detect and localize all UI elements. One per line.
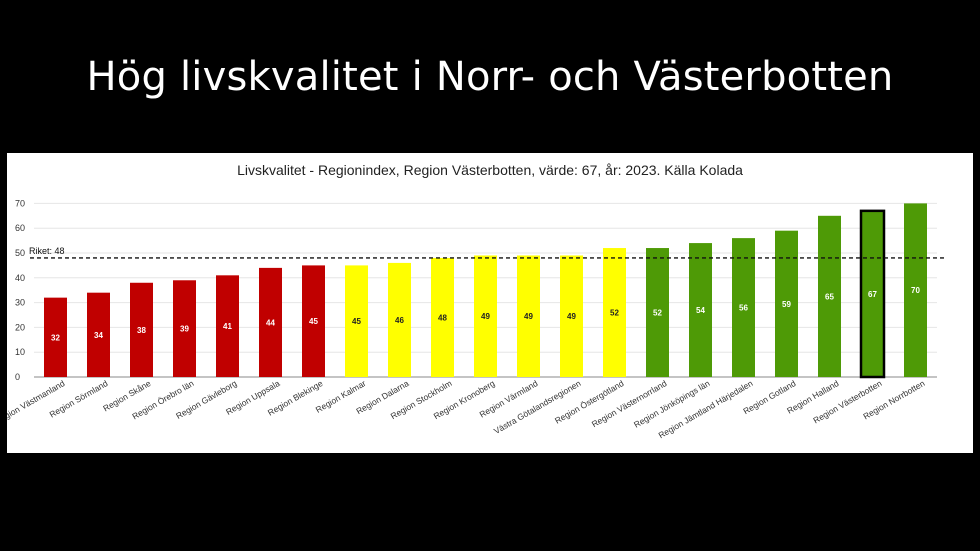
bar	[130, 282, 153, 377]
bar	[517, 255, 540, 377]
bar	[44, 297, 67, 377]
bar-value-label: 46	[395, 316, 404, 325]
bar-value-label: 41	[223, 322, 232, 331]
bar	[859, 209, 886, 379]
bars: 32 34 38 39 41 44 45 45 46 48 49 49 49 52 52 54 56 59 65 67…	[44, 203, 927, 379]
bar-value-label: 65	[825, 292, 834, 301]
bar-value-label: 49	[524, 312, 533, 321]
bar	[87, 292, 110, 377]
bar-value-label: 56	[739, 304, 748, 313]
chart-title: Livskvalitet - Regionindex, Region Väste…	[237, 162, 743, 178]
bar	[646, 248, 669, 377]
y-tick-label: 0	[15, 372, 20, 382]
bar-chart: Livskvalitet - Regionindex, Region Väste…	[7, 162, 947, 440]
bar-value-label: 49	[481, 312, 490, 321]
y-tick-label: 50	[15, 248, 25, 258]
y-tick-label: 40	[15, 273, 25, 283]
y-tick-label: 70	[15, 198, 25, 208]
slide-title: Hög livskvalitet i Norr- och Västerbotte…	[86, 54, 894, 100]
reference-line-group: Riket: 48	[29, 246, 947, 259]
bar-value-label: 52	[653, 309, 662, 318]
bar-value-label: 44	[266, 318, 275, 327]
bar	[603, 248, 626, 377]
bar-value-label: 45	[309, 317, 318, 326]
chart-panel: Livskvalitet - Regionindex, Region Väste…	[7, 153, 973, 453]
reference-line-label: Riket: 48	[29, 246, 65, 256]
bar-value-label: 45	[352, 317, 361, 326]
bar-value-label: 59	[782, 300, 791, 309]
bar	[818, 215, 841, 377]
bar	[173, 280, 196, 377]
bar	[474, 255, 497, 377]
y-axis: 0 10 20 30 40 50 60 70	[15, 198, 25, 382]
bar-value-label: 32	[51, 333, 60, 342]
bar	[732, 238, 755, 377]
bar-value-label: 67	[868, 290, 877, 299]
category-label: Region Västmanland	[7, 378, 67, 426]
bar	[560, 255, 583, 377]
bar-value-label: 38	[137, 326, 146, 335]
bar	[259, 267, 282, 377]
bar-value-label: 48	[438, 313, 447, 322]
bar	[302, 265, 325, 377]
y-tick-label: 60	[15, 223, 25, 233]
bar	[775, 230, 798, 377]
y-tick-label: 20	[15, 322, 25, 332]
bar	[904, 203, 927, 377]
bar-value-label: 34	[94, 331, 103, 340]
bar-value-label: 54	[696, 306, 705, 315]
y-tick-label: 30	[15, 298, 25, 308]
bar	[345, 265, 368, 377]
y-tick-label: 10	[15, 347, 25, 357]
bar	[431, 257, 454, 377]
bar	[216, 275, 239, 377]
bar-value-label: 39	[180, 325, 189, 334]
bar-value-label: 49	[567, 312, 576, 321]
bar	[388, 262, 411, 377]
bar-value-label: 70	[911, 286, 920, 295]
bar	[689, 243, 712, 377]
category-label: Region Västernorrland	[590, 378, 669, 429]
bar-value-label: 52	[610, 309, 619, 318]
